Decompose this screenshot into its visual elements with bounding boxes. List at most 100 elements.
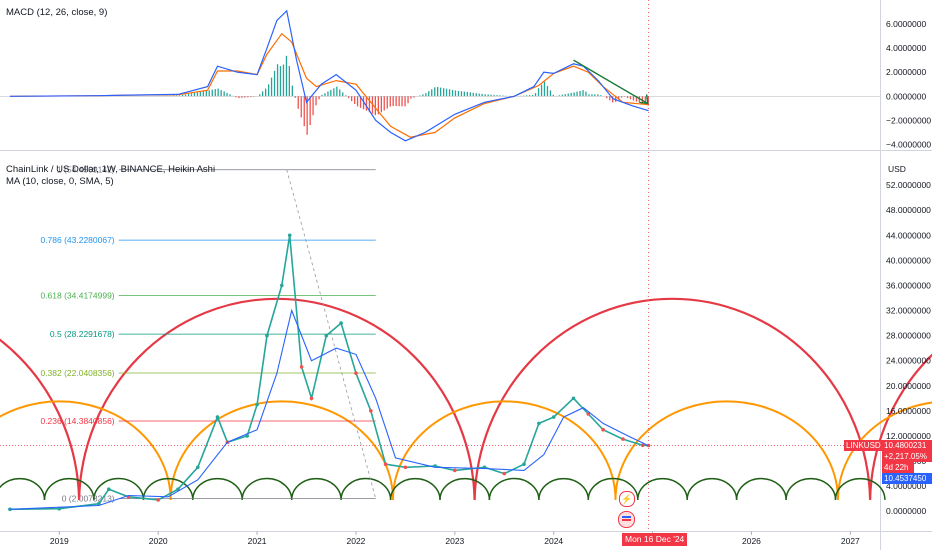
price-y-tick-8: 20.0000000 bbox=[886, 381, 931, 391]
cycle-arc-small-10 bbox=[488, 477, 540, 500]
price-point-1 bbox=[57, 506, 62, 511]
cycle-arcs bbox=[0, 297, 932, 500]
macd-hist-bar-87 bbox=[410, 96, 412, 99]
macd-hist-bar-88 bbox=[413, 96, 415, 98]
macd-hist-bar-30 bbox=[238, 96, 240, 99]
macd-hist-bar-14 bbox=[190, 93, 193, 97]
macd-hist-bar-16 bbox=[196, 92, 199, 97]
macd-hist-bar-69 bbox=[356, 96, 359, 107]
macd-hist-bar-107 bbox=[472, 92, 474, 97]
macd-hist-bar-91 bbox=[425, 93, 427, 97]
axes: 6.0000000 4.0000000 2.0000000 0.0000000 −2.0… bbox=[50, 19, 932, 546]
macd-hist-bar-139 bbox=[576, 91, 578, 97]
currency-label[interactable]: USD bbox=[888, 164, 906, 174]
macd-line bbox=[9, 9, 649, 142]
macd-hist-bar-155 bbox=[626, 96, 629, 98]
ma-legend[interactable]: MA (10, close, 0, SMA, 5) bbox=[6, 176, 114, 187]
cycle-arc-small-8 bbox=[389, 477, 441, 500]
symbol-title[interactable]: ChainLink / US Dollar, 1W, BINANCE, Heik… bbox=[6, 164, 216, 175]
price-point-19 bbox=[354, 371, 358, 376]
macd-hist-bar-63 bbox=[339, 89, 341, 97]
price-y-tick-13: 0.0000000 bbox=[886, 506, 926, 516]
cycle-arc-medium-1 bbox=[169, 400, 394, 500]
price-point-12 bbox=[265, 333, 269, 338]
macd-hist-bar-125 bbox=[534, 93, 537, 97]
macd-hist-bar-158 bbox=[635, 96, 638, 102]
ma-line bbox=[9, 308, 649, 510]
macd-hist-bar-61 bbox=[333, 88, 335, 97]
lightning-icon[interactable]: ⚡ bbox=[619, 491, 635, 507]
macd-hist-bar-38 bbox=[265, 88, 267, 97]
price-point-20 bbox=[369, 409, 373, 413]
price-y-tick-10: 12.0000000 bbox=[886, 431, 931, 441]
macd-hist-bar-73 bbox=[368, 96, 371, 113]
macd-hist-bar-51 bbox=[303, 96, 305, 127]
macd-hist-bar-99 bbox=[448, 89, 451, 97]
macd-hist-bar-95 bbox=[437, 87, 439, 97]
macd-hist-bar-82 bbox=[395, 96, 397, 107]
macd-hist-bar-97 bbox=[443, 88, 445, 97]
flag-icon[interactable] bbox=[618, 511, 635, 528]
macd-hist-bar-100 bbox=[451, 89, 454, 97]
macd-panel[interactable] bbox=[0, 9, 880, 142]
countdown-badge: 4d 22h bbox=[882, 462, 915, 473]
price-point-10 bbox=[245, 434, 249, 438]
macd-hist-bar-21 bbox=[211, 89, 213, 97]
macd-hist-bar-58 bbox=[324, 93, 326, 97]
macd-hist-bar-152 bbox=[618, 96, 620, 100]
cycle-arc-small-14 bbox=[686, 477, 738, 500]
macd-hist-bar-104 bbox=[463, 91, 465, 97]
macd-legend[interactable]: MACD (12, 26, close, 9) bbox=[6, 7, 108, 18]
price-series[interactable] bbox=[0, 233, 880, 512]
macd-hist-bar-45 bbox=[285, 55, 288, 97]
fib-label-4: 0.382 (22.0408356) bbox=[40, 368, 114, 378]
macd-hist-bar-11 bbox=[181, 95, 184, 97]
macd-hist-bar-20 bbox=[208, 90, 210, 97]
macd-hist-bar-64 bbox=[342, 92, 344, 97]
price-point-14 bbox=[287, 233, 292, 238]
cycle-arc-small-2 bbox=[93, 477, 145, 500]
macd-hist-bar-89 bbox=[419, 95, 421, 97]
price-point-32 bbox=[601, 427, 605, 432]
cycle-arc-small-4 bbox=[192, 477, 243, 500]
macd-y-tick-3: 0.0000000 bbox=[886, 91, 926, 101]
price-point-31 bbox=[586, 412, 591, 416]
macd-hist-bar-17 bbox=[199, 91, 201, 97]
macd-hist-bar-96 bbox=[440, 87, 442, 97]
cycle-arc-small-16 bbox=[785, 477, 837, 500]
macd-hist-bar-40 bbox=[270, 77, 273, 97]
fib-label-3: 0.5 (28.2291678) bbox=[50, 329, 115, 339]
macd-y-tick-4: −2.0000000 bbox=[886, 115, 931, 125]
fib-retracement[interactable]: 1 (54.4509142) 0.786 (43.2280067) 0.618 (3… bbox=[40, 165, 377, 504]
cycle-arc-small-11 bbox=[538, 477, 590, 500]
price-point-29 bbox=[551, 415, 556, 419]
cycle-arc-medium-4 bbox=[837, 401, 932, 500]
price-point-21 bbox=[383, 462, 388, 467]
price-point-18 bbox=[339, 321, 343, 325]
price-point-22 bbox=[403, 465, 408, 470]
macd-hist-bar-146 bbox=[597, 94, 599, 97]
macd-hist-bar-153 bbox=[620, 96, 623, 98]
macd-hist-bar-26 bbox=[226, 92, 228, 97]
macd-hist-bar-127 bbox=[540, 84, 543, 97]
price-y-tick-9: 16.0000000 bbox=[886, 406, 931, 416]
macd-hist-bar-60 bbox=[330, 89, 332, 97]
price-point-2 bbox=[97, 501, 101, 506]
price-point-5 bbox=[156, 498, 160, 502]
macd-hist-bar-103 bbox=[460, 91, 463, 97]
price-point-17 bbox=[324, 333, 329, 338]
macd-hist-bar-19 bbox=[205, 90, 207, 97]
macd-hist-bar-117 bbox=[502, 95, 504, 97]
macd-hist-bar-68 bbox=[354, 96, 356, 104]
macd-hist-bar-126 bbox=[537, 88, 540, 97]
price-y-tick-4: 36.0000000 bbox=[886, 280, 931, 290]
macd-hist-bar-116 bbox=[499, 95, 501, 97]
macd-hist-bar-131 bbox=[552, 94, 554, 97]
macd-hist-bar-25 bbox=[223, 91, 225, 97]
macd-hist-bar-39 bbox=[268, 84, 270, 97]
macd-hist-bar-22 bbox=[214, 89, 216, 97]
macd-hist-bar-31 bbox=[241, 96, 243, 98]
macd-hist-bar-66 bbox=[348, 96, 350, 99]
